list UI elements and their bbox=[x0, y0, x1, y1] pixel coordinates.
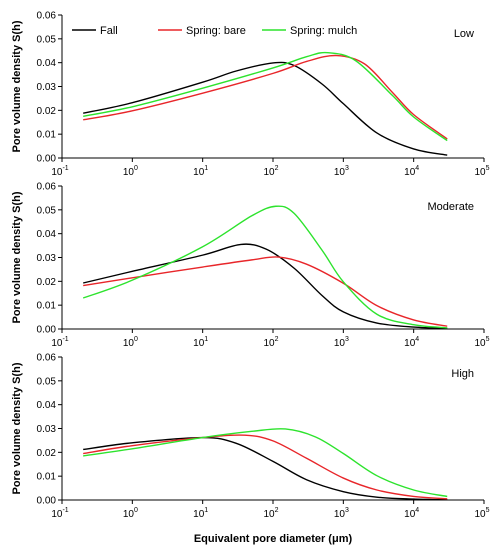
x-tick-label: 105 bbox=[474, 336, 489, 349]
series-line-spring-bare bbox=[83, 434, 448, 500]
x-tick-label: 102 bbox=[263, 165, 278, 178]
y-tick-label: 0.02 bbox=[37, 106, 57, 117]
x-tick-label: 102 bbox=[263, 336, 278, 349]
x-tick-label: 10-1 bbox=[51, 507, 68, 520]
y-tick-label: 0.04 bbox=[37, 400, 57, 411]
y-tick-label: 0.04 bbox=[37, 58, 57, 69]
y-tick-label: 0.03 bbox=[37, 253, 57, 264]
y-tick-label: 0.06 bbox=[37, 11, 57, 22]
y-tick-label: 0.06 bbox=[37, 182, 57, 193]
legend-entry: Fall bbox=[72, 25, 118, 37]
series-line-spring-bare bbox=[83, 54, 448, 140]
x-tick-label: 104 bbox=[404, 165, 419, 178]
panel-label: High bbox=[451, 368, 474, 380]
series-line-spring-mulch bbox=[83, 428, 448, 498]
series-line-spring-bare bbox=[83, 256, 448, 327]
x-tick-label: 105 bbox=[474, 507, 489, 520]
x-axis-label: Equivalent pore diameter (μm) bbox=[194, 533, 353, 545]
y-tick-label: 0.01 bbox=[37, 130, 57, 141]
y-tick-label: 0.01 bbox=[37, 472, 57, 483]
y-tick-label: 0.05 bbox=[37, 205, 57, 216]
panel-label: Moderate bbox=[428, 201, 474, 213]
x-tick-label: 100 bbox=[123, 165, 138, 178]
y-tick-label: 0.01 bbox=[37, 301, 57, 312]
legend-entry: Spring: bare bbox=[158, 25, 246, 37]
x-tick-label: 101 bbox=[193, 165, 208, 178]
x-tick-label: 10-1 bbox=[51, 336, 68, 349]
x-tick-label: 103 bbox=[334, 336, 349, 349]
y-tick-label: 0.02 bbox=[37, 277, 57, 288]
y-axis-label: Pore volume density S(h) bbox=[11, 362, 23, 494]
x-tick-label: 103 bbox=[334, 165, 349, 178]
series-line-fall bbox=[83, 243, 448, 329]
y-tick-label: 0.02 bbox=[37, 448, 57, 459]
x-tick-label: 102 bbox=[263, 507, 278, 520]
y-tick-label: 0.05 bbox=[37, 376, 57, 387]
x-tick-label: 104 bbox=[404, 507, 419, 520]
chart-panels: 0.00 0.01 0.02 0.03 0.04 0.05 0.06 10-1 100 101 10… bbox=[11, 11, 490, 521]
x-tick-label: 105 bbox=[474, 165, 489, 178]
y-axis-label: Pore volume density S(h) bbox=[11, 191, 23, 323]
series-line-spring-mulch bbox=[83, 51, 448, 142]
y-tick-label: 0.06 bbox=[37, 353, 57, 364]
chart-legend: Fall Spring: bare Spring: mulch bbox=[72, 25, 357, 37]
legend-label: Spring: mulch bbox=[290, 25, 357, 37]
y-tick-label: 0.03 bbox=[37, 424, 57, 435]
x-tick-label: 100 bbox=[123, 507, 138, 520]
y-tick-label: 0.00 bbox=[37, 154, 57, 165]
x-tick-label: 10-1 bbox=[51, 165, 68, 178]
y-tick-label: 0.00 bbox=[37, 325, 57, 336]
legend-entry: Spring: mulch bbox=[262, 25, 357, 37]
y-tick-label: 0.00 bbox=[37, 496, 57, 507]
legend-label: Spring: bare bbox=[186, 25, 246, 37]
y-tick-label: 0.04 bbox=[37, 229, 57, 240]
panel-low: 0.00 0.01 0.02 0.03 0.04 0.05 0.06 10-1 100 101 10… bbox=[11, 11, 490, 179]
x-tick-label: 103 bbox=[334, 507, 349, 520]
y-axis-label: Pore volume density S(h) bbox=[11, 20, 23, 152]
y-tick-label: 0.03 bbox=[37, 82, 57, 93]
x-tick-label: 101 bbox=[193, 336, 208, 349]
series-line-fall bbox=[83, 436, 448, 501]
x-tick-label: 101 bbox=[193, 507, 208, 520]
legend-label: Fall bbox=[100, 25, 118, 37]
series-line-spring-mulch bbox=[82, 205, 448, 329]
y-tick-label: 0.05 bbox=[37, 34, 57, 45]
x-tick-label: 100 bbox=[123, 336, 138, 349]
panel-high: 0.00 0.01 0.02 0.03 0.04 0.05 0.06 10-1 100 101 10… bbox=[11, 353, 490, 521]
panel-moderate: 0.00 0.01 0.02 0.03 0.04 0.05 0.06 10-1 100 101 10… bbox=[11, 182, 490, 350]
x-tick-label: 104 bbox=[404, 336, 419, 349]
panel-label: Low bbox=[454, 28, 474, 40]
